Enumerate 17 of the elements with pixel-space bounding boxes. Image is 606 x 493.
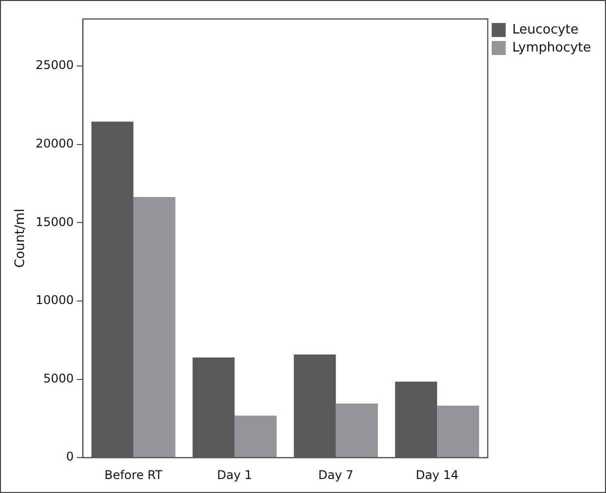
bar xyxy=(336,404,378,458)
y-tick-label: 10000 xyxy=(36,293,74,308)
y-tick-label: 0 xyxy=(66,450,74,464)
legend-label: Leucocyte xyxy=(512,22,579,38)
x-tick-label: Day 7 xyxy=(318,468,354,482)
y-tick-label: 5000 xyxy=(43,371,74,386)
x-tick-label: Before RT xyxy=(104,468,163,482)
bar xyxy=(437,406,480,458)
legend-label: Lymphocyte xyxy=(512,40,592,56)
bar xyxy=(234,416,277,458)
y-tick-label: 20000 xyxy=(36,136,74,150)
y-tick-label: 15000 xyxy=(36,214,74,229)
x-tick-label: Day 1 xyxy=(217,468,252,482)
bar xyxy=(133,196,176,458)
y-axis-title: Count/ml xyxy=(13,208,28,268)
y-tick-label: 25000 xyxy=(36,58,74,72)
x-tick-label: Day 14 xyxy=(416,468,458,482)
